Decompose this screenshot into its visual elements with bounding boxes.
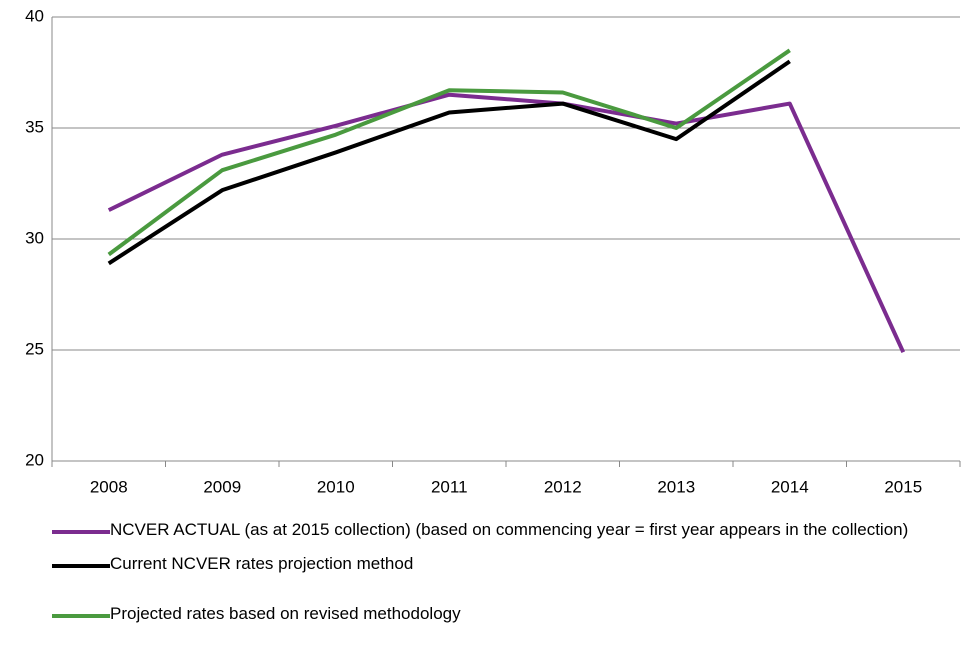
x-tick-label: 2009 [203,477,241,496]
chart: 20 25 30 35 40 2008 2009 2010 2011 2012 2013 2014 20… [25,6,961,496]
x-tick-label: 2010 [317,477,355,496]
legend: NCVER ACTUAL (as at 2015 collection) (ba… [52,520,912,638]
legend-entry: Projected rates based on revised methodo… [52,604,912,624]
y-tick-label: 25 [25,339,44,358]
x-tick-label: 2014 [771,477,809,496]
series-line [107,92,906,354]
legend-swatch [52,614,110,618]
x-tick-label: 2011 [431,477,468,496]
x-tick-label: 2012 [544,477,582,496]
legend-swatch [52,564,110,568]
legend-entry: NCVER ACTUAL (as at 2015 collection) (ba… [52,520,912,540]
legend-label: Projected rates based on revised methodo… [110,604,461,623]
legend-label: Current NCVER rates projection method [110,554,414,573]
series-line [107,59,791,266]
x-tick-label: 2008 [90,477,128,496]
y-tick-label: 35 [25,117,44,136]
x-tick-label: 2015 [884,477,922,496]
y-tick-label: 20 [25,450,44,469]
legend-label: NCVER ACTUAL (as at 2015 collection) (ba… [110,520,909,539]
legend-swatch [52,530,110,534]
y-tick-label: 40 [25,6,44,25]
legend-entry: Current NCVER rates projection method [52,554,912,574]
x-tick-label: 2013 [657,477,695,496]
series-line [107,48,791,257]
y-tick-label: 30 [25,228,44,247]
